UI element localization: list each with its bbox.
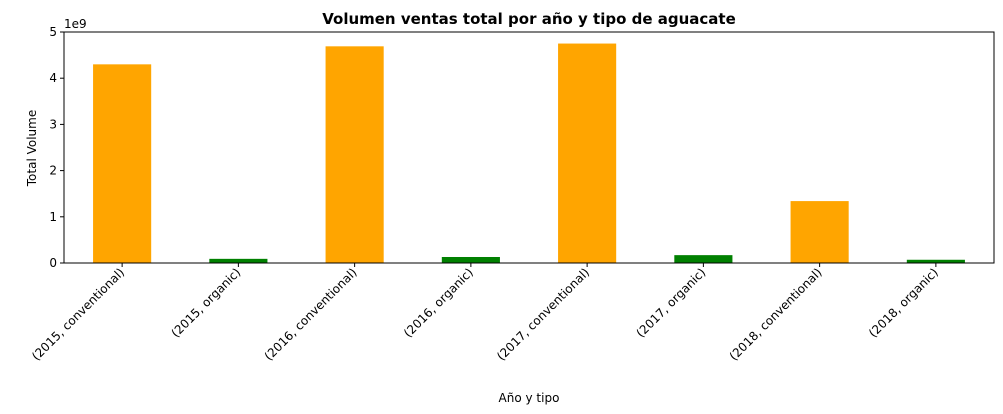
bar-2 <box>325 46 384 264</box>
plot-area: 0 1 2 3 4 5 (2015, conventional) (2015, organic… <box>29 25 995 363</box>
bar-0 <box>93 64 152 263</box>
x-tick-label-6: (2018, conventional) <box>727 265 825 363</box>
y-tick-label-2: 2 <box>49 164 57 178</box>
y-tick-label-5: 5 <box>49 25 57 39</box>
x-tick-label-5: (2017, organic) <box>633 265 708 340</box>
x-tick-label-2: (2016, conventional) <box>262 265 360 363</box>
bar-6 <box>790 201 849 263</box>
bar-4 <box>558 43 617 263</box>
bar-5 <box>674 255 733 263</box>
y-axis-offset-label: 1e9 <box>64 17 87 31</box>
x-tick-label-7: (2018, organic) <box>866 265 941 340</box>
x-tick-label-3: (2016, organic) <box>401 265 476 340</box>
plot-frame <box>63 31 995 264</box>
bar-7 <box>906 259 965 263</box>
x-axis-label: Año y tipo <box>499 391 560 405</box>
bar-1 <box>209 258 268 263</box>
y-tick-label-3: 3 <box>49 117 57 131</box>
y-tick-label-4: 4 <box>49 71 57 85</box>
x-tick-label-1: (2015, organic) <box>168 265 243 340</box>
x-tick-label-0: (2015, conventional) <box>29 265 127 363</box>
chart-title: Volumen ventas total por año y tipo de a… <box>322 10 736 28</box>
x-tick-label-4: (2017, conventional) <box>494 265 592 363</box>
bar-3 <box>441 256 500 263</box>
y-tick-label-1: 1 <box>49 210 57 224</box>
y-axis-label: Total Volume <box>25 110 39 187</box>
y-tick-label-0: 0 <box>49 256 57 270</box>
